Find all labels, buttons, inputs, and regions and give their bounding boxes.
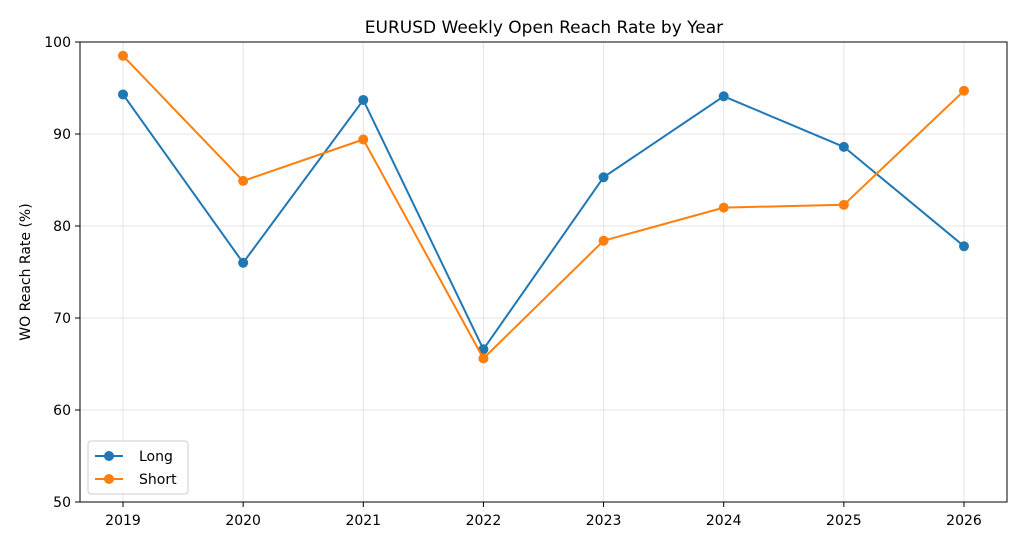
y-axis-label: WO Reach Rate (%) bbox=[18, 203, 34, 340]
x-tick-label: 2019 bbox=[105, 513, 141, 529]
y-tick-label: 80 bbox=[53, 219, 71, 235]
y-tick-label: 60 bbox=[53, 403, 71, 419]
data-point-short bbox=[238, 175, 249, 186]
data-point-long bbox=[838, 141, 849, 152]
plot-frame bbox=[79, 41, 1008, 503]
series-line-short bbox=[122, 55, 965, 360]
legend-label-long: Long bbox=[139, 449, 173, 465]
data-point-short bbox=[959, 85, 969, 96]
data-point-long bbox=[718, 91, 729, 102]
data-point-long bbox=[959, 241, 969, 252]
x-tick-label: 2022 bbox=[466, 513, 502, 529]
legend-label-short: Short bbox=[139, 472, 177, 488]
data-point-long bbox=[358, 94, 369, 105]
data-point-short bbox=[358, 134, 369, 145]
data-point-long bbox=[598, 172, 609, 183]
y-tick-label: 50 bbox=[53, 495, 71, 511]
data-point-short bbox=[118, 50, 128, 61]
data-point-long bbox=[478, 344, 489, 355]
data-point-short bbox=[718, 202, 729, 213]
y-tick-label: 90 bbox=[53, 127, 71, 143]
x-tick-label: 2023 bbox=[586, 513, 622, 529]
legend: Long Short bbox=[87, 440, 189, 495]
x-tick-label: 2020 bbox=[225, 513, 261, 529]
data-point-short bbox=[478, 353, 489, 364]
axes: 2019 2020 2021 2022 2023 2024 2025 2026 50 60 70 80… bbox=[44, 35, 982, 529]
data-point-short bbox=[598, 235, 609, 246]
legend-marker-long bbox=[104, 451, 114, 461]
data-point-short bbox=[838, 199, 849, 210]
y-tick-label: 70 bbox=[53, 311, 71, 327]
x-tick-label: 2024 bbox=[706, 513, 742, 529]
series-layer bbox=[118, 50, 969, 364]
x-tick-label: 2021 bbox=[345, 513, 381, 529]
x-tick-label: 2025 bbox=[826, 513, 862, 529]
legend-marker-short bbox=[104, 474, 114, 484]
x-tick-label: 2026 bbox=[946, 513, 982, 529]
series-line-long bbox=[122, 93, 965, 351]
chart-title: EURUSD Weekly Open Reach Rate by Year bbox=[365, 18, 723, 38]
data-point-long bbox=[118, 89, 128, 100]
y-tick-label: 100 bbox=[44, 35, 71, 51]
data-point-long bbox=[238, 257, 249, 268]
